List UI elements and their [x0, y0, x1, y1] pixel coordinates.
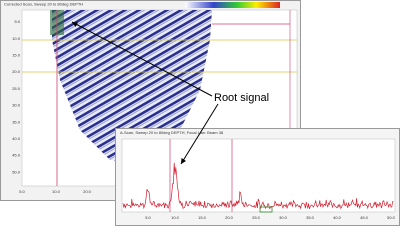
y-tick-label: 50.0: [12, 169, 21, 174]
y-tick-label: 35.0: [12, 119, 21, 124]
sector-scan-window: Corrected Scan, Sweep 20 to 80deg DEPTH …: [0, 0, 301, 201]
arrow: [71, 21, 213, 97]
x-tick-label: 30.0: [279, 215, 288, 220]
y-tick-label: 5.0: [14, 19, 20, 24]
x-tick-label: 5.0: [145, 215, 151, 220]
ascan-window: A-Scan, Sweep 20 to 80deg DEPTH, Focal L…: [115, 128, 400, 226]
y-axis: 5.0 10.0 15.0 20.0 25.0 30.0 35.0 40.0 45.0 50.0: [12, 19, 21, 174]
y-tick-label: 40.0: [12, 136, 21, 141]
x-tick-label: 35.0: [306, 215, 315, 220]
arrowhead: [72, 22, 78, 27]
arrowhead: [181, 158, 186, 164]
sector-image: [52, 10, 212, 165]
x-tick-label: 10.0: [171, 215, 180, 220]
y-tick-label: 10.0: [12, 36, 21, 41]
y-tick-label: 30.0: [12, 103, 21, 108]
x-tick-label: 20.0: [225, 215, 234, 220]
annotation: Root signal: [214, 92, 269, 104]
x-tick-label: 15.0: [198, 215, 207, 220]
waveform: [122, 162, 394, 210]
arrow: [180, 103, 219, 165]
y-tick-label: 25.0: [12, 86, 21, 91]
color-bar: [185, 2, 280, 8]
x-tick-label: 5.0: [19, 189, 25, 194]
x-tick-label: 40.0: [333, 215, 342, 220]
gate-box: [259, 206, 273, 213]
x-tick-label: 20.0: [83, 189, 92, 194]
y-tick-label: 15.0: [12, 52, 21, 57]
window-title: A-Scan, Sweep 20 to 80deg DEPTH, Focal L…: [120, 130, 224, 135]
x-axis: 5.0 10.0 20.0: [19, 189, 91, 194]
plot-area: [121, 138, 396, 213]
y-tick-label: 45.0: [12, 153, 21, 158]
x-tick-label: 10.0: [52, 189, 61, 194]
x-tick-label: 45.0: [360, 215, 369, 220]
x-axis: 5.0 10.0 15.0 20.0 25.0 30.0 35.0 40.0 45.0 50.0: [145, 215, 395, 220]
window-title: Corrected Scan, Sweep 20 to 80deg DEPTH: [4, 2, 83, 7]
x-tick-label: 25.0: [252, 215, 261, 220]
y-tick-label: 20.0: [12, 69, 21, 74]
x-tick-label: 50.0: [387, 215, 396, 220]
screenshot: Corrected Scan, Sweep 20 to 80deg DEPTH …: [0, 0, 400, 226]
